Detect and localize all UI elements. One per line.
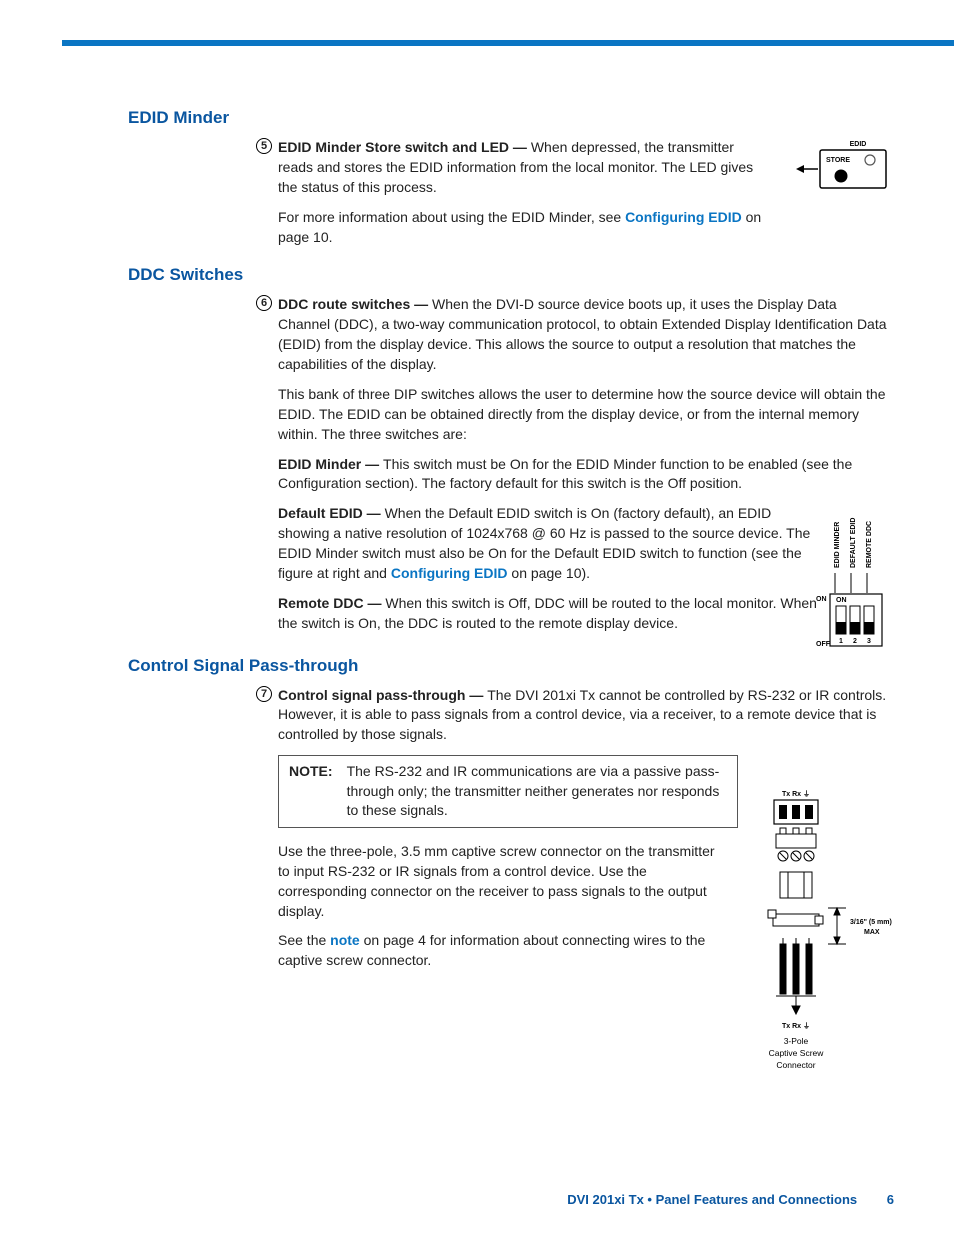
edid-pre2: For more information about using the EDI… [278, 209, 625, 225]
callout-number-5: 5 [256, 138, 272, 154]
callout-number-6: 6 [256, 295, 272, 311]
ctrl-para-2: Use the three-pole, 3.5 mm captive screw… [278, 842, 728, 922]
page-footer: DVI 201xi Tx • Panel Features and Connec… [0, 1192, 894, 1207]
edid-fig-label-store: STORE [826, 157, 850, 164]
conn-cap3: Connector [776, 1060, 815, 1070]
ctrl-lead: Control signal pass-through — [278, 687, 487, 703]
edid-para-2: For more information about using the EDI… [278, 208, 778, 248]
ddc-para-2: This bank of three DIP switches allows t… [278, 385, 888, 445]
configuring-edid-link[interactable]: Configuring EDID [625, 209, 742, 225]
ddc-para-1: DDC route switches — When the DVI-D sour… [278, 295, 888, 375]
ddc-sw2: Default EDID — When the Default EDID swi… [278, 504, 818, 584]
ddc-sw3-lead: Remote DDC — [278, 595, 385, 611]
edid-fig-button [835, 170, 848, 183]
dip-inner-on: ON [836, 597, 847, 604]
accent-bar [62, 40, 954, 46]
heading-ddc-switches: DDC Switches [128, 265, 888, 285]
ctrl-para-3: See the note on page 4 for information a… [278, 931, 728, 971]
conn-bot-labels: Tx Rx ⏚ [782, 1022, 810, 1030]
ddc-sw2-lead: Default EDID — [278, 505, 385, 521]
ddc-sw2-textb: on page 10). [508, 565, 591, 581]
ddc-sw1-lead: EDID Minder — [278, 456, 383, 472]
page-content: EDID Minder 5 EDID Minder Store switch a… [128, 108, 888, 985]
note-box: NOTE: The RS-232 and IR communications a… [278, 755, 738, 828]
note-text: The RS-232 and IR communications are via… [347, 762, 727, 821]
configuring-edid-link-2[interactable]: Configuring EDID [391, 565, 508, 581]
dip-num-1: 1 [839, 638, 843, 645]
edid-item-block: 5 EDID Minder Store switch and LED — Whe… [128, 138, 888, 247]
conn-cap1: 3-Pole [784, 1036, 809, 1046]
edid-store-figure: EDID STORE [796, 138, 888, 203]
ctrl-para-1: Control signal pass-through — The DVI 20… [278, 686, 888, 746]
dip-label-2: DEFAULT EDID [850, 518, 857, 568]
ctrl-pre3: See the [278, 932, 330, 948]
note-link[interactable]: note [330, 932, 360, 948]
ddc-sw3: Remote DDC — When this switch is Off, DD… [278, 594, 818, 634]
dip-num-3: 3 [867, 638, 871, 645]
footer-page-number: 6 [887, 1192, 894, 1207]
connector-figure: Tx Rx ⏚ 3/16" (5 [766, 788, 826, 1103]
conn-dim-line1: 3/16" (5 mm) [850, 919, 892, 926]
edid-lead: EDID Minder Store switch and LED — [278, 139, 531, 155]
dip-label-3: REMOTE DDC [866, 521, 873, 568]
conn-dim-line2: MAX [864, 929, 880, 936]
edid-fig-led [865, 155, 875, 165]
ddc-sw1: EDID Minder — This switch must be On for… [278, 455, 888, 495]
edid-para-1: EDID Minder Store switch and LED — When … [278, 138, 758, 198]
conn-cap2: Captive Screw [769, 1048, 825, 1058]
note-label: NOTE: [289, 762, 333, 821]
dip-label-1: EDID MINDER [834, 522, 841, 568]
dip-switch-figure: EDID MINDER DEFAULT EDID REMOTE DDC ON O… [816, 498, 888, 663]
conn-top-labels: Tx Rx ⏚ [782, 790, 810, 798]
edid-fig-label-edid: EDID [850, 141, 867, 148]
ddc-item-block: 6 DDC route switches — When the DVI-D so… [128, 295, 888, 633]
edid-fig-arrow-head [796, 165, 804, 173]
dip-num-2: 2 [853, 638, 857, 645]
dip-off-label: OFF [816, 641, 831, 648]
dip-on-label: ON [816, 596, 827, 603]
callout-number-7: 7 [256, 686, 272, 702]
ddc-lead: DDC route switches — [278, 296, 432, 312]
edid-fig-box [820, 150, 886, 188]
footer-text: DVI 201xi Tx • Panel Features and Connec… [567, 1192, 857, 1207]
dip-slots [836, 606, 874, 634]
heading-edid-minder: EDID Minder [128, 108, 888, 128]
heading-control-signal: Control Signal Pass-through [128, 656, 888, 676]
